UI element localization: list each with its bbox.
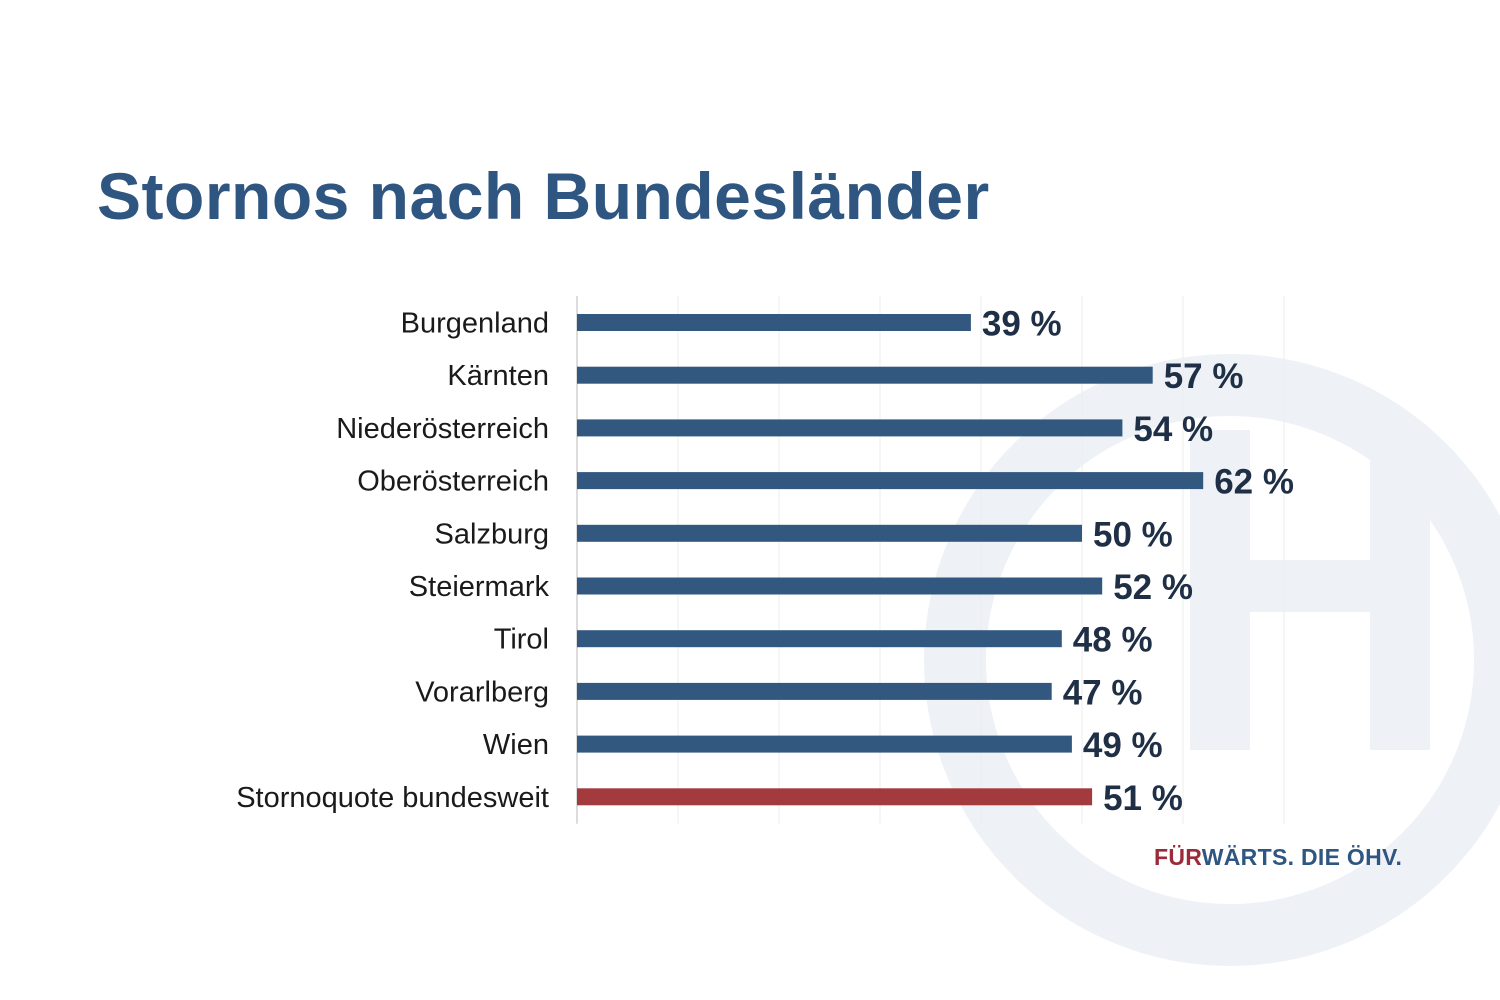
logo-part-red: FÜR	[1154, 844, 1202, 870]
category-label: Vorarlberg	[415, 676, 549, 708]
category-label: Stornoquote bundesweit	[236, 782, 549, 814]
page-title: Stornos nach Bundesländer	[97, 159, 990, 233]
oehv-logo: FÜRWÄRTS. DIE ÖHV.	[1154, 844, 1402, 871]
bar	[577, 524, 1082, 542]
value-label: 52 %	[1113, 568, 1193, 607]
value-label: 48 %	[1073, 621, 1153, 660]
bar	[577, 419, 1123, 437]
bar	[577, 366, 1153, 384]
bar	[577, 735, 1072, 753]
value-label: 51 %	[1103, 779, 1183, 818]
category-label: Tirol	[494, 624, 549, 656]
value-label: 47 %	[1063, 673, 1143, 712]
bar	[577, 682, 1052, 700]
bar	[577, 577, 1103, 595]
bar	[577, 630, 1062, 648]
category-label: Burgenland	[401, 308, 549, 340]
category-label: Kärnten	[447, 360, 549, 392]
bar	[577, 314, 971, 331]
logo-part-blue: WÄRTS. DIE ÖHV.	[1201, 844, 1403, 870]
bar	[577, 788, 1093, 806]
bar	[577, 472, 1204, 490]
value-label: 49 %	[1083, 726, 1163, 765]
category-label: Oberösterreich	[357, 466, 549, 498]
value-label: 50 %	[1093, 515, 1173, 554]
category-label: Salzburg	[435, 518, 549, 550]
value-label: 57 %	[1164, 357, 1244, 396]
category-label: Wien	[483, 729, 549, 761]
category-label: Steiermark	[409, 571, 550, 603]
value-label: 62 %	[1214, 463, 1294, 502]
value-label: 39 %	[982, 305, 1062, 344]
category-label: Niederösterreich	[336, 413, 549, 445]
value-label: 54 %	[1133, 410, 1213, 449]
